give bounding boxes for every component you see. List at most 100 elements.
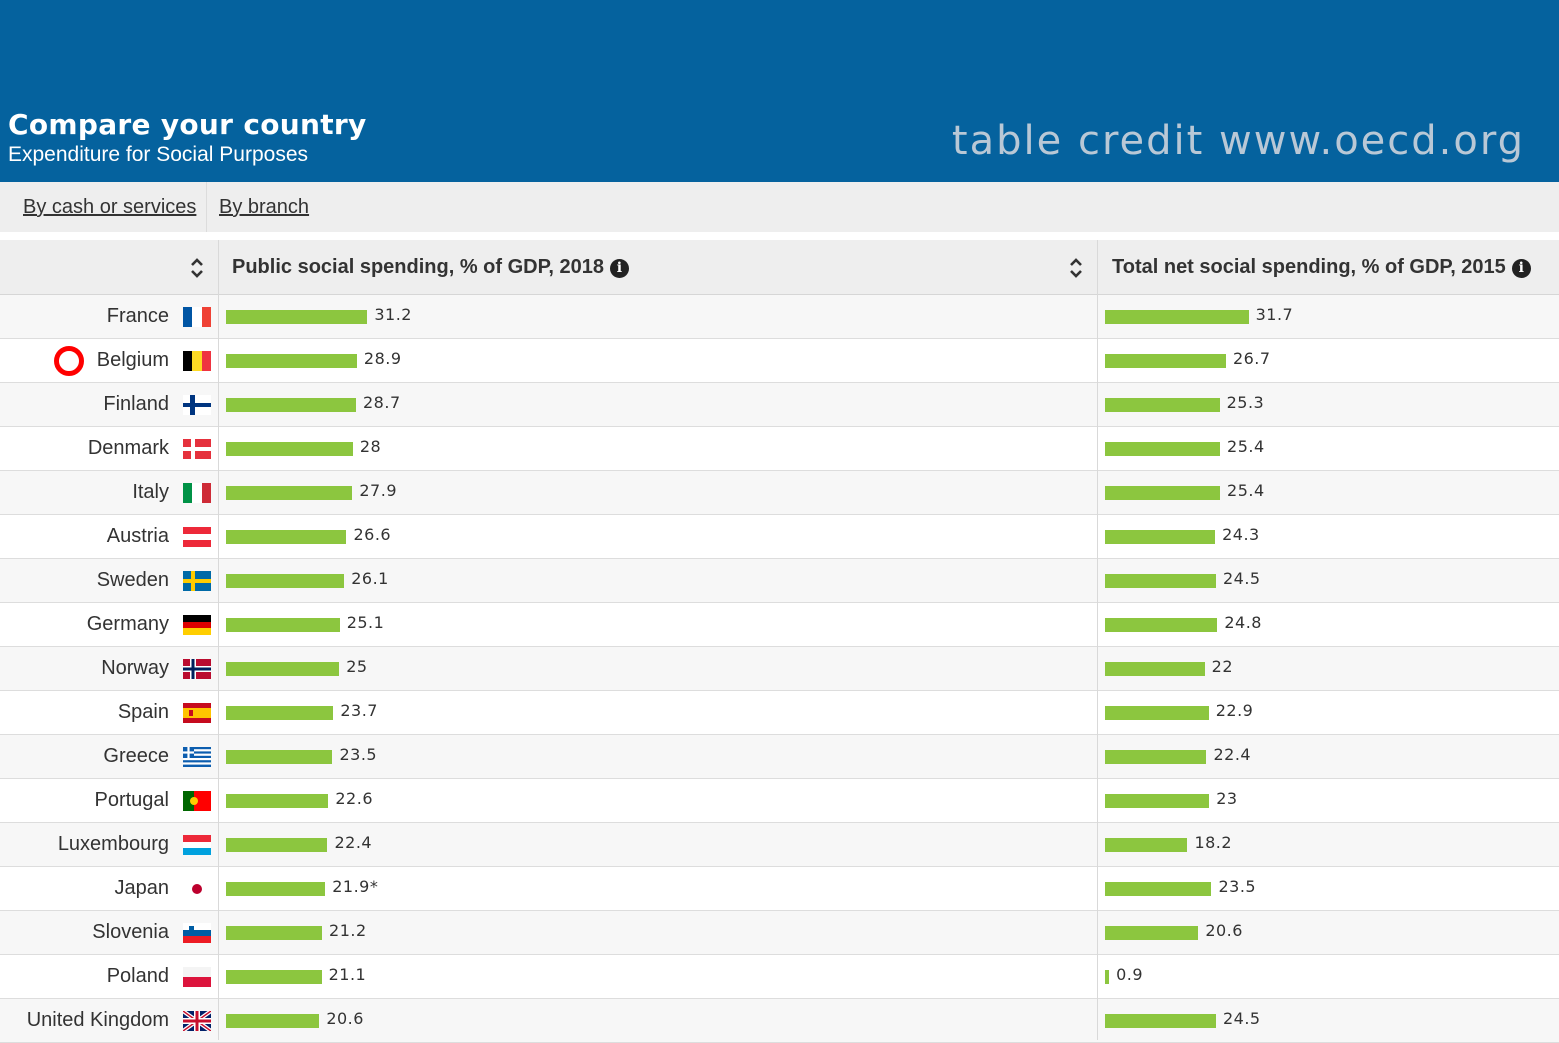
bar-total-net-spending[interactable] xyxy=(1105,442,1221,456)
table-row: Sweden 26.1 24.5 xyxy=(0,559,1559,603)
country-name: Portugal xyxy=(94,789,170,811)
page-title: Compare your country xyxy=(8,108,367,141)
country-name: Finland xyxy=(103,393,169,415)
info-icon[interactable]: i xyxy=(1511,259,1531,278)
bar-public-spending[interactable] xyxy=(226,310,368,324)
country-name: United Kingdom xyxy=(26,1009,169,1031)
bar-public-spending[interactable] xyxy=(226,442,353,456)
value-label-total: 24.3 xyxy=(1222,525,1260,544)
flag-dk-icon xyxy=(183,439,211,459)
table-row: Poland 21.1 0.9 xyxy=(0,955,1559,999)
value-label-public: 21.1 xyxy=(328,965,367,984)
column-header-public-label: Public social spending, % of GDP, 2018 xyxy=(232,256,604,278)
value-label-total: 0.9 xyxy=(1116,965,1144,984)
info-icon[interactable]: i xyxy=(609,259,629,278)
country-name: Germany xyxy=(86,613,169,635)
value-label-total: 25.4 xyxy=(1227,481,1265,500)
bar-public-spending[interactable] xyxy=(226,926,323,940)
country-name: Italy xyxy=(132,481,169,503)
table-row: Italy 27.9 25.4 xyxy=(0,471,1559,515)
bar-total-net-spending[interactable] xyxy=(1105,618,1218,632)
bar-total-net-spending[interactable] xyxy=(1105,574,1216,588)
bar-total-net-spending[interactable] xyxy=(1105,486,1221,500)
bar-public-spending[interactable] xyxy=(226,574,345,588)
value-label-public: 20.6 xyxy=(326,1009,364,1028)
bar-public-spending[interactable] xyxy=(226,838,328,852)
value-label-public: 23.5 xyxy=(339,745,378,764)
value-label-public: 27.9 xyxy=(359,481,397,500)
bar-public-spending[interactable] xyxy=(226,618,340,632)
table-row: France 31.2 31.7 xyxy=(0,295,1559,339)
table-row: United Kingdom 20.6 24.5 xyxy=(0,999,1559,1043)
value-label-public: 25.1 xyxy=(346,613,385,632)
value-label-public: 28.9 xyxy=(363,349,402,368)
flag-fr-icon xyxy=(183,307,211,327)
column-header-total-label: Total net social spending, % of GDP, 201… xyxy=(1112,256,1506,278)
table-row: Portugal 22.6 23 xyxy=(0,779,1559,823)
value-label-public: 28 xyxy=(359,437,382,456)
bar-total-net-spending[interactable] xyxy=(1105,530,1216,544)
value-label-total: 22 xyxy=(1211,657,1234,676)
flag-se-icon xyxy=(183,571,211,591)
table-row: Denmark 28 25.4 xyxy=(0,427,1559,471)
table-header xyxy=(0,240,1559,295)
country-name: Sweden xyxy=(96,569,169,591)
bar-total-net-spending[interactable] xyxy=(1105,662,1205,676)
page-header: Compare your country Expenditure for Soc… xyxy=(0,0,1559,182)
value-label-total: 31.7 xyxy=(1255,305,1294,324)
value-label-public: 26.1 xyxy=(351,569,389,588)
table-row: Japan 21.9* 23.5 xyxy=(0,867,1559,911)
bar-total-net-spending[interactable] xyxy=(1105,750,1207,764)
country-name: Luxembourg xyxy=(57,833,169,855)
value-label-public: 28.7 xyxy=(363,393,401,412)
value-label-total: 22.4 xyxy=(1213,745,1252,764)
spacer xyxy=(0,232,1559,240)
flag-jp-icon xyxy=(192,884,202,894)
tab-by-cash-or-services[interactable]: By cash or services xyxy=(23,196,197,218)
flag-es-icon xyxy=(183,703,211,723)
bar-public-spending[interactable] xyxy=(226,530,347,544)
bar-public-spending[interactable] xyxy=(226,794,329,808)
bar-total-net-spending[interactable] xyxy=(1105,1014,1216,1028)
bar-total-net-spending[interactable] xyxy=(1105,354,1226,368)
bar-public-spending[interactable] xyxy=(226,882,326,896)
sort-icon-public[interactable] xyxy=(1069,256,1083,280)
bar-public-spending[interactable] xyxy=(226,706,334,720)
column-divider xyxy=(218,240,219,1040)
value-label-total: 26.7 xyxy=(1232,349,1271,368)
flag-no-icon xyxy=(183,659,211,679)
bar-total-net-spending[interactable] xyxy=(1105,882,1212,896)
table-row: Austria 26.6 24.3 xyxy=(0,515,1559,559)
value-label-total: 23 xyxy=(1216,789,1238,808)
bar-public-spending[interactable] xyxy=(226,750,333,764)
sort-icon-country[interactable] xyxy=(190,256,204,280)
value-label-total: 22.9 xyxy=(1215,701,1254,720)
table-row: Slovenia 21.2 20.6 xyxy=(0,911,1559,955)
bar-total-net-spending[interactable] xyxy=(1105,926,1199,940)
country-name: Norway xyxy=(101,657,169,679)
country-name: Austria xyxy=(106,525,169,547)
country-name: Belgium xyxy=(96,349,169,371)
bar-total-net-spending[interactable] xyxy=(1105,398,1220,412)
bar-public-spending[interactable] xyxy=(226,970,322,984)
table-row: Germany 25.1 24.8 xyxy=(0,603,1559,647)
tab-by-branch[interactable]: By branch xyxy=(206,182,321,232)
flag-lu-icon xyxy=(183,835,211,855)
table-row: Finland 28.7 25.3 xyxy=(0,383,1559,427)
value-label-public: 22.4 xyxy=(334,833,373,852)
value-label-public: 23.7 xyxy=(340,701,378,720)
flag-at-icon xyxy=(183,527,211,547)
bar-total-net-spending[interactable] xyxy=(1105,706,1209,720)
bar-total-net-spending[interactable] xyxy=(1105,794,1210,808)
bar-public-spending[interactable] xyxy=(226,354,357,368)
bar-total-net-spending[interactable] xyxy=(1105,310,1249,324)
bar-total-net-spending[interactable] xyxy=(1105,838,1188,852)
flag-fi-icon xyxy=(183,395,211,415)
bar-public-spending[interactable] xyxy=(226,486,353,500)
value-label-total: 24.8 xyxy=(1224,613,1262,632)
bar-public-spending[interactable] xyxy=(226,398,356,412)
bar-public-spending[interactable] xyxy=(226,1014,320,1028)
table-row: Belgium 28.9 26.7 xyxy=(0,339,1559,383)
bar-total-net-spending[interactable] xyxy=(1105,970,1110,984)
bar-public-spending[interactable] xyxy=(226,662,340,676)
